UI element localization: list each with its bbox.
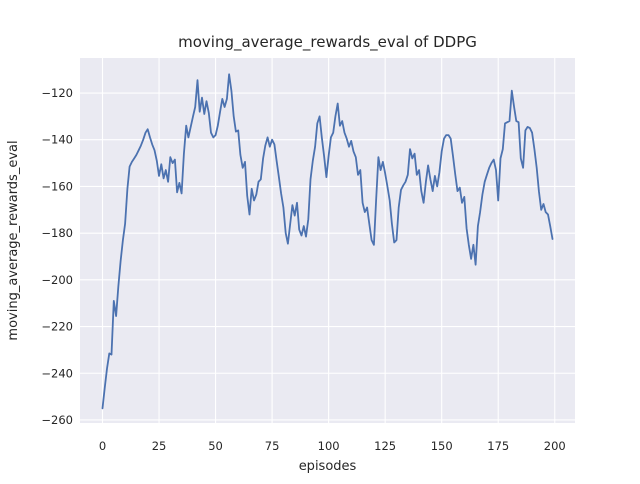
x-tick-label: 125 (374, 439, 396, 453)
x-tick-label: 25 (152, 439, 167, 453)
y-tick-label: −160 (41, 179, 73, 193)
x-tick-label: 0 (99, 439, 106, 453)
line-series (101, 73, 554, 410)
y-tick-label: −260 (41, 413, 73, 427)
x-tick-label: 75 (265, 439, 280, 453)
chart-title: moving_average_rewards_eval of DDPG (178, 33, 477, 52)
y-tick-label: −180 (41, 226, 73, 240)
x-tick-label: 50 (208, 439, 223, 453)
y-axis-label: moving_average_rewards_eval (6, 140, 21, 340)
gridlines (80, 58, 575, 423)
plot-area (80, 58, 575, 423)
x-tick-label: 175 (487, 439, 509, 453)
y-tick-label: −140 (41, 133, 73, 147)
x-tick-label: 200 (544, 439, 566, 453)
x-tick-label: 100 (318, 439, 340, 453)
y-tick-label: −200 (41, 273, 73, 287)
x-tick-label: 150 (431, 439, 453, 453)
x-axis-label: episodes (299, 459, 357, 474)
y-tick-label: −220 (41, 320, 73, 334)
y-tick-label: −120 (41, 86, 73, 100)
y-tick-label: −240 (41, 366, 73, 380)
y-tick-labels: −120 −140 −160 −180 −200 −220 −240 −260 (41, 86, 73, 427)
x-tick-labels: 0 25 50 75 100 125 150 175 200 (99, 439, 566, 453)
